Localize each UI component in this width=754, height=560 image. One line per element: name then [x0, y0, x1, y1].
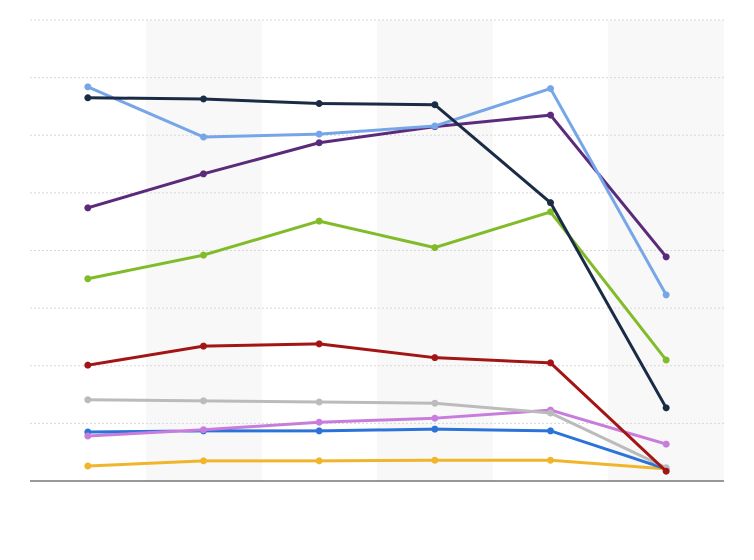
data-point	[84, 275, 92, 283]
data-point	[662, 253, 670, 261]
data-point	[662, 467, 670, 475]
series-line	[87, 85, 668, 296]
data-point	[431, 414, 439, 422]
plot	[84, 83, 670, 475]
series-line	[87, 458, 667, 471]
data-point	[315, 427, 323, 435]
data-point	[662, 404, 670, 412]
data-point	[84, 94, 92, 102]
data-point	[84, 204, 92, 212]
series-line	[87, 398, 667, 470]
data-point	[200, 457, 207, 465]
data-point	[84, 361, 92, 369]
data-point	[315, 139, 323, 147]
data-point	[200, 426, 207, 434]
data-point	[547, 111, 554, 119]
data-point	[315, 100, 323, 108]
data-point	[431, 399, 439, 407]
data-point	[315, 457, 323, 465]
data-point	[315, 398, 323, 406]
data-point	[431, 425, 439, 433]
data-point	[84, 83, 92, 91]
series-line	[87, 408, 667, 446]
data-point	[315, 340, 323, 348]
data-point	[200, 397, 207, 405]
data-point	[84, 462, 92, 470]
data-point	[547, 456, 554, 464]
data-point	[315, 217, 323, 225]
data-point	[547, 208, 554, 216]
data-point	[431, 456, 439, 464]
data-point	[84, 396, 92, 404]
series-line	[87, 113, 668, 258]
data-point	[200, 170, 207, 178]
data-point	[315, 418, 323, 426]
data-point	[315, 130, 323, 138]
data-point	[431, 244, 439, 252]
data-point	[547, 409, 554, 417]
data-point	[547, 359, 554, 367]
series-line	[87, 96, 668, 409]
data-point	[200, 95, 207, 103]
data-point	[431, 122, 439, 130]
data-point	[200, 342, 207, 350]
data-point	[547, 427, 554, 435]
data-point	[200, 133, 207, 141]
data-point	[662, 356, 670, 364]
data-point	[200, 251, 207, 259]
data-point	[662, 440, 670, 448]
data-point	[431, 101, 439, 109]
series-line	[87, 342, 668, 473]
data-point	[547, 199, 554, 207]
data-point	[547, 85, 554, 93]
data-point	[431, 354, 439, 362]
data-point	[662, 291, 670, 299]
data-point	[84, 432, 92, 440]
